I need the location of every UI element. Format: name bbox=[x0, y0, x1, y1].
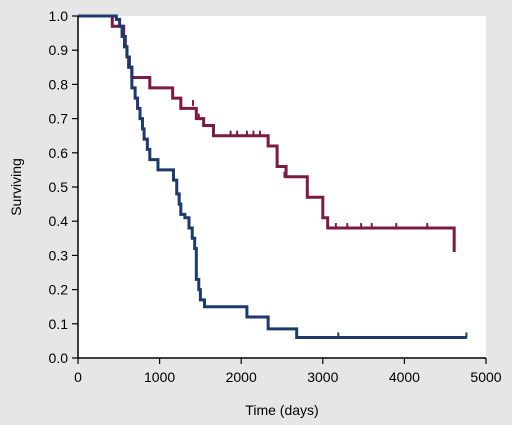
y-tick-label: 0.0 bbox=[49, 350, 69, 366]
series-layer bbox=[78, 14, 468, 339]
y-tick-label: 1.0 bbox=[49, 8, 69, 24]
x-tick-label: 3000 bbox=[307, 369, 338, 385]
x-tick-label: 1000 bbox=[144, 369, 175, 385]
y-axis-title: Surviving bbox=[8, 158, 24, 216]
y-axis-ticks: 0.0 0.1 0.2 0.3 0.4 0.5 0.6 0.7 0.8 0.9 1.0 bbox=[49, 8, 78, 366]
x-tick-label: 5000 bbox=[470, 369, 501, 385]
y-tick-label: 0.6 bbox=[49, 145, 69, 161]
plot-area bbox=[78, 16, 486, 358]
x-tick-label: 0 bbox=[74, 369, 82, 385]
x-tick-label: 2000 bbox=[226, 369, 257, 385]
y-tick-label: 0.5 bbox=[49, 179, 69, 195]
y-tick-label: 0.9 bbox=[49, 42, 69, 58]
y-tick-label: 0.1 bbox=[49, 316, 69, 332]
y-tick-label: 0.4 bbox=[49, 213, 69, 229]
y-tick-label: 0.7 bbox=[49, 111, 69, 127]
x-axis-ticks: 0 1000 2000 3000 4000 5000 bbox=[74, 358, 502, 385]
y-tick-label: 0.8 bbox=[49, 76, 69, 92]
series-2-line bbox=[78, 14, 467, 339]
x-tick-label: 4000 bbox=[389, 369, 420, 385]
y-tick-label: 0.2 bbox=[49, 282, 69, 298]
y-tick-label: 0.3 bbox=[49, 247, 69, 263]
x-axis-title: Time (days) bbox=[245, 402, 318, 418]
